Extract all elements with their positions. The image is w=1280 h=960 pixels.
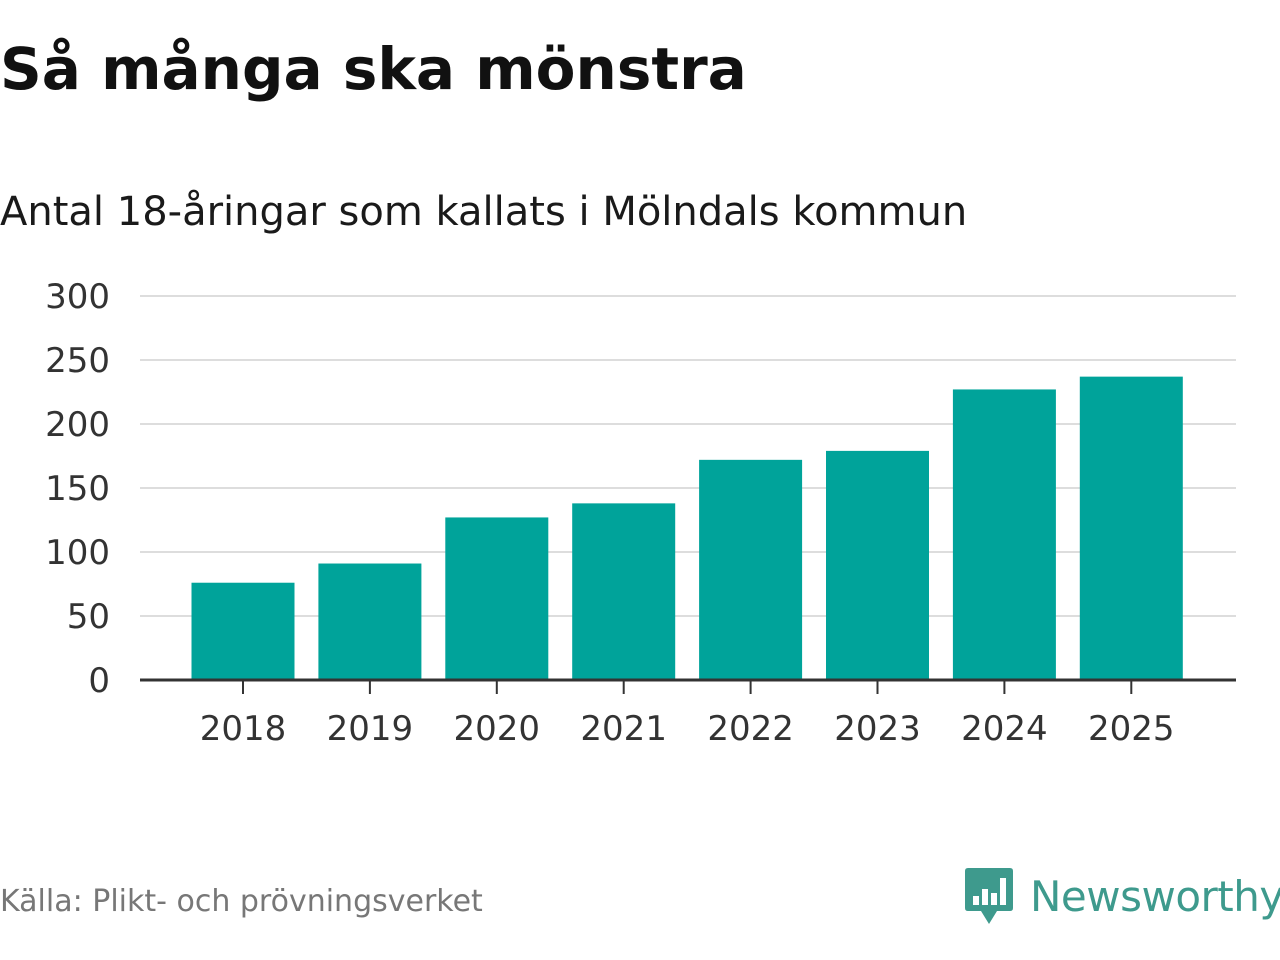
y-tick-labels: 0 50 100 150 200 250 300 — [45, 277, 110, 701]
bar-2024 — [952, 389, 1056, 680]
y-tick-label-50: 50 — [67, 597, 110, 637]
bars — [191, 376, 1183, 680]
x-tick-label-2021: 2021 — [580, 709, 667, 749]
x-tick-label-2024: 2024 — [961, 709, 1048, 749]
bar-2022 — [699, 459, 803, 680]
bar-2023 — [826, 450, 929, 680]
x-tick-label-2020: 2020 — [454, 709, 541, 749]
newsworthy-logo: Newsworthy — [964, 864, 1280, 928]
newsworthy-logo-icon — [965, 868, 1013, 924]
bar-2019 — [318, 563, 422, 680]
x-tick-label-2018: 2018 — [200, 709, 287, 749]
source-note: Källa: Plikt- och prövningsverket — [0, 884, 483, 919]
y-tick-label-200: 200 — [45, 405, 110, 445]
brand-name: Newsworthy — [1030, 871, 1280, 921]
x-tick-label-2022: 2022 — [707, 709, 794, 749]
chart-title: Så många ska mönstra — [0, 35, 747, 103]
grid-lines — [140, 295, 1236, 617]
x-tick-labels: 2018 2019 2020 2021 2022 2023 2024 2025 — [200, 709, 1175, 749]
x-tick-label-2019: 2019 — [327, 709, 414, 749]
x-tick-label-2025: 2025 — [1088, 709, 1175, 749]
bar-2021 — [572, 503, 676, 680]
y-tick-label-0: 0 — [88, 661, 110, 701]
y-tick-label-300: 300 — [45, 277, 110, 317]
y-tick-label-250: 250 — [45, 341, 110, 381]
bar-2018 — [191, 582, 295, 680]
y-tick-label-100: 100 — [45, 533, 110, 573]
x-tick-label-2023: 2023 — [834, 709, 921, 749]
chart-subtitle: Antal 18-åringar som kallats i Mölndals … — [0, 189, 968, 235]
y-tick-label-150: 150 — [45, 469, 110, 509]
axes — [140, 678, 1236, 694]
bar-2025 — [1079, 376, 1183, 680]
bar-2020 — [445, 517, 549, 680]
